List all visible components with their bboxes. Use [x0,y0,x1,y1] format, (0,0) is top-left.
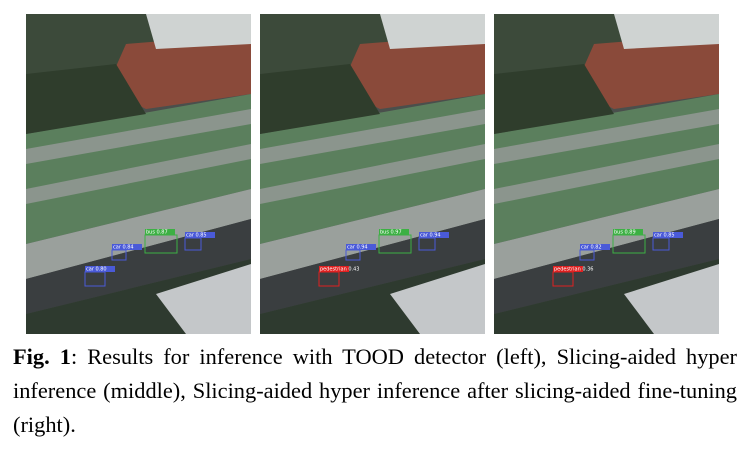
detection-label: car 0.85 [186,233,207,239]
image-middle [260,14,485,334]
detection-label: bus 0.87 [146,230,168,236]
detection-label: car 0.94 [420,233,441,239]
detection-label: car 0.94 [347,245,368,251]
image-left [26,14,251,334]
detection-tag [379,229,409,235]
detection-label: pedestrian 0.43 [320,267,359,273]
detection-tag [653,232,683,238]
image-right [494,14,719,334]
detection-label: car 0.80 [86,267,107,273]
detection-tag [145,229,175,235]
detection-tag [580,244,610,250]
detection-tag [346,244,376,250]
detection-tag [419,232,449,238]
detection-tag [553,266,583,272]
detection-tag [319,266,349,272]
detection-tag [112,244,142,250]
detection-label: car 0.84 [113,245,134,251]
detection-tag [85,266,115,272]
detection-label: car 0.82 [581,245,602,251]
detection-label: bus 0.89 [614,230,636,236]
caption-label: Fig. 1 [13,344,71,369]
caption-text: : Results for inference with TOOD detect… [13,344,738,437]
detection-label: pedestrian 0.36 [554,267,593,273]
detection-tag [613,229,643,235]
detection-label: car 0.85 [654,233,675,239]
caption: Fig. 1: Results for inference with TOOD … [13,340,737,442]
detection-tag [185,232,215,238]
figure-images: bus 0.87 car 0.85 car 0.84 car 0.80 bus 0.97… [26,14,719,334]
detection-label: bus 0.97 [380,230,402,236]
